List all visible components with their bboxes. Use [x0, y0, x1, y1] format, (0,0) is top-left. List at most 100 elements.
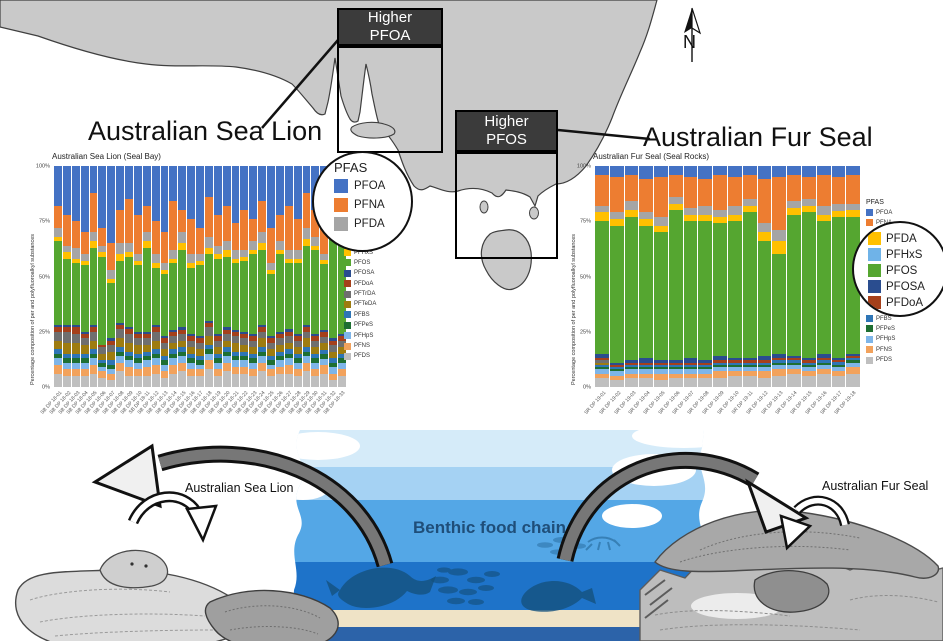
bar-segment-PFOS	[125, 256, 133, 328]
bar-segment-PFOA	[142, 166, 151, 206]
stacked-bar[interactable]	[213, 166, 222, 387]
bar-segment-PFTeDA	[222, 340, 231, 348]
legend-swatch	[866, 315, 873, 322]
bar-segment-PFOA	[249, 166, 258, 220]
bar-segment-PFDoA	[160, 338, 169, 343]
stacked-bar[interactable]	[668, 166, 683, 387]
bar-segment-PFTeDA	[267, 349, 275, 356]
legend-item-PFNS: PFNS	[866, 346, 895, 354]
bar-segment-PFOSA	[169, 329, 178, 332]
y-axis-ticks: 100% 75% 50% 25% 0%	[33, 164, 53, 391]
stacked-bar[interactable]	[169, 166, 178, 387]
stacked-bars-area[interactable]	[54, 166, 346, 387]
bar-segment-PFDS	[258, 371, 266, 387]
legend-swatch	[344, 259, 351, 267]
bar-segment-PFPeS	[624, 367, 639, 370]
stacked-bar[interactable]	[222, 166, 231, 387]
bar-segment-PFNS	[107, 373, 116, 381]
bar-segment-PFNA	[71, 221, 80, 248]
stacked-bar[interactable]	[293, 166, 302, 387]
bar-segment-PFNA	[639, 179, 654, 213]
legend-item-PFOSA: PFOSA	[868, 280, 943, 293]
stacked-bar[interactable]	[204, 166, 213, 387]
bar-segment-PFOS	[338, 234, 346, 334]
stacked-bar[interactable]	[816, 166, 831, 387]
bar-segment-PFNS	[178, 362, 187, 372]
bar-segment-PFNA	[713, 174, 728, 211]
stacked-bar[interactable]	[624, 166, 639, 387]
bar-segment-PFHxS	[801, 205, 816, 213]
bar-segment-PFTeDA	[293, 347, 302, 354]
stacked-bar[interactable]	[713, 166, 728, 387]
bar-segment-PFHxS	[831, 210, 846, 218]
stacked-bar[interactable]	[89, 166, 98, 387]
stacked-bar[interactable]	[683, 166, 698, 387]
bar-segment-PFHxS	[698, 214, 713, 222]
bar-segment-PFDS	[668, 378, 683, 387]
kangaroo-island	[350, 121, 396, 139]
stacked-bar[interactable]	[742, 166, 757, 387]
stacked-bar[interactable]	[728, 166, 742, 387]
stacked-bar[interactable]	[240, 166, 249, 387]
stacked-bar[interactable]	[98, 166, 107, 387]
bar-segment-PFNS	[213, 369, 222, 376]
bar-segment-PFOSA	[654, 360, 668, 363]
stacked-bar[interactable]	[302, 166, 311, 387]
stacked-bar[interactable]	[267, 166, 275, 387]
stacked-bar[interactable]	[249, 166, 258, 387]
stacked-bar[interactable]	[142, 166, 151, 387]
bar-segment-PFOSA	[71, 325, 80, 328]
legend-swatch	[344, 321, 351, 329]
bar-segment-PFBS	[284, 349, 293, 354]
bar-segment-PFHpS	[624, 369, 639, 374]
bar-segment-PFPeS	[595, 367, 609, 370]
legend-label: PFDS	[876, 357, 893, 364]
stacked-bar[interactable]	[595, 166, 609, 387]
stacked-bar[interactable]	[107, 166, 116, 387]
bar-segment-PFOA	[302, 166, 311, 193]
bar-segment-PFTrDA	[187, 340, 195, 348]
stacked-bar[interactable]	[698, 166, 713, 387]
bar-segment-PFPeS	[742, 364, 757, 368]
stacked-bar[interactable]	[133, 166, 142, 387]
stacked-bar[interactable]	[187, 166, 195, 387]
stacked-bars-area[interactable]	[595, 166, 861, 387]
stacked-bar[interactable]	[275, 166, 284, 387]
stacked-bar[interactable]	[125, 166, 133, 387]
bar-segment-PFPeS	[668, 367, 683, 370]
stacked-bar[interactable]	[80, 166, 89, 387]
bar-segment-PFNS	[284, 364, 293, 374]
bar-segment-PFPeS	[275, 355, 284, 361]
stacked-bar[interactable]	[258, 166, 266, 387]
stacked-bar[interactable]	[116, 166, 124, 387]
stacked-bar[interactable]	[757, 166, 772, 387]
stacked-bar[interactable]	[151, 166, 160, 387]
stacked-bar[interactable]	[54, 166, 62, 387]
bar-segment-PFTrDA	[213, 340, 222, 348]
bar-segment-PFPeS	[151, 353, 160, 359]
stacked-bar[interactable]	[772, 166, 787, 387]
stacked-bar[interactable]	[639, 166, 654, 387]
bar-segment-PFBS	[151, 349, 160, 354]
bar-segment-PFOSA	[231, 329, 240, 332]
bar-segment-PFHpS	[240, 360, 249, 367]
stacked-bar[interactable]	[831, 166, 846, 387]
north-arrow-icon: N	[683, 7, 702, 62]
bar-segment-PFTeDA	[62, 342, 71, 354]
stacked-bar[interactable]	[654, 166, 668, 387]
stacked-bar[interactable]	[71, 166, 80, 387]
bar-segment-PFDoA	[249, 336, 258, 341]
stacked-bar[interactable]	[231, 166, 240, 387]
legend-item-PFTrDA: PFTrDA	[344, 290, 376, 298]
stacked-bar[interactable]	[160, 166, 169, 387]
bar-segment-PFOSA	[846, 353, 861, 357]
stacked-bar[interactable]	[284, 166, 293, 387]
stacked-bar[interactable]	[196, 166, 204, 387]
bar-segment-PFBS	[89, 349, 98, 354]
legend-label: PFTeDA	[354, 301, 377, 308]
stacked-bar[interactable]	[62, 166, 71, 387]
stacked-bar[interactable]	[609, 166, 624, 387]
stacked-bar[interactable]	[787, 166, 801, 387]
stacked-bar[interactable]	[178, 166, 187, 387]
stacked-bar[interactable]	[801, 166, 816, 387]
